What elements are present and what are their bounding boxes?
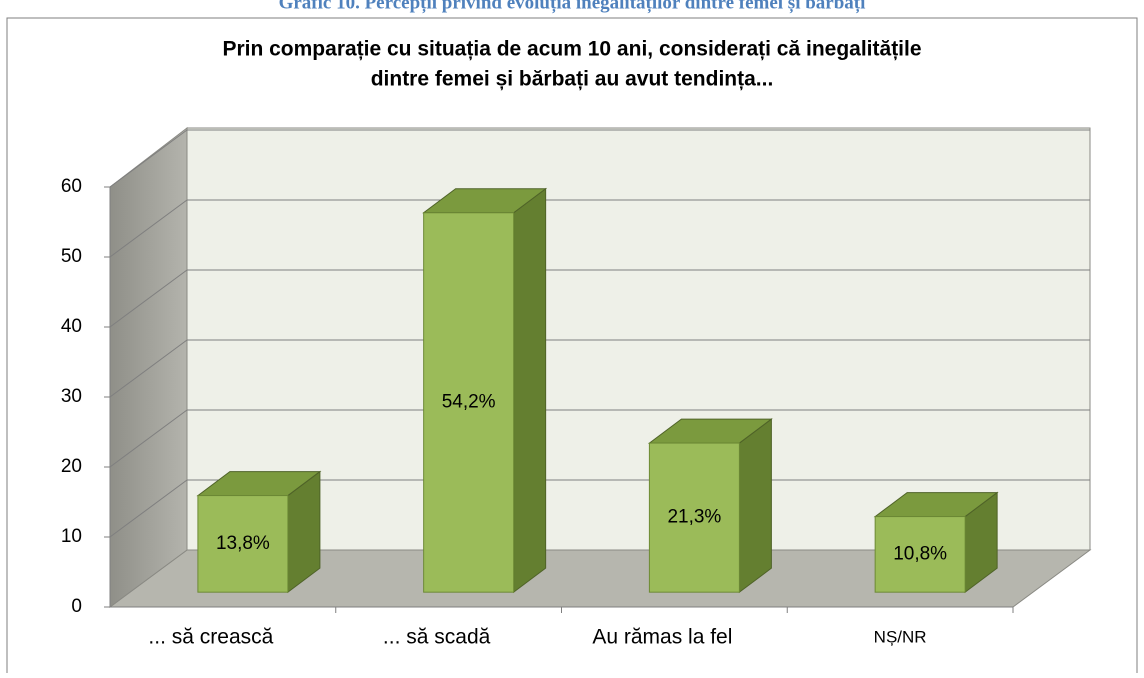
bar-side	[738, 418, 772, 594]
y-tick-label: 0	[71, 596, 82, 617]
y-tick-label: 10	[61, 526, 82, 547]
bar-side	[513, 187, 547, 594]
grid-line	[109, 199, 188, 258]
x-tick-label: NȘ/NR	[874, 627, 927, 646]
x-tick-label: Au rămas la fel	[592, 626, 732, 649]
caption: Grafic 10. Percepții privind evoluția in…	[279, 0, 866, 13]
y-tick-label: 20	[61, 456, 82, 477]
data-label: 54,2%	[442, 391, 496, 412]
bar	[874, 516, 966, 593]
grid-line	[109, 479, 188, 538]
chart-border	[6, 17, 1138, 673]
x-tick-label: ... să crească	[148, 626, 273, 649]
back-wall	[186, 127, 1091, 551]
chart-title: Prin comparație cu situația de acum 10 a…	[222, 38, 921, 61]
y-tick-label: 50	[61, 246, 82, 267]
bar	[648, 442, 740, 593]
data-label: 10,8%	[893, 543, 947, 564]
y-tick-label: 40	[61, 316, 82, 337]
y-tick-label: 30	[61, 386, 82, 407]
bar	[423, 212, 515, 593]
grid-line	[109, 339, 188, 398]
y-tick-label: 60	[61, 176, 82, 197]
grid-line	[109, 129, 188, 188]
data-label: 21,3%	[667, 507, 721, 528]
bar	[197, 495, 289, 593]
x-tick-label: ... să scadă	[383, 626, 491, 649]
side-wall	[109, 126, 188, 608]
grid-line	[109, 269, 188, 328]
grid-line	[109, 409, 188, 468]
data-label: 13,8%	[216, 533, 270, 554]
chart-title: dintre femei și bărbați au avut tendința…	[371, 68, 774, 91]
